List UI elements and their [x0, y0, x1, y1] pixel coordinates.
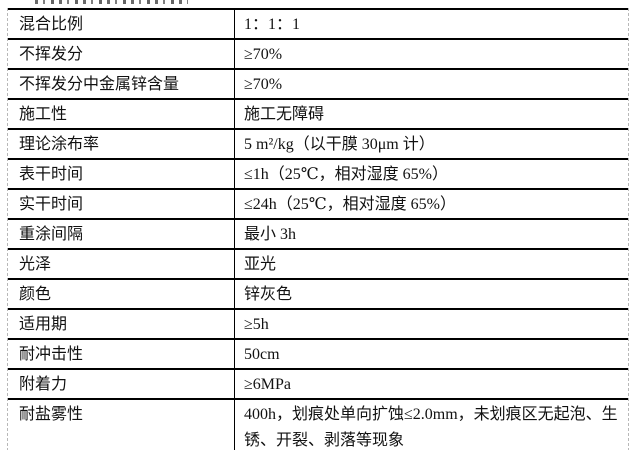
table-row: 适用期 ≥5h — [8, 308, 628, 339]
table-row: 理论涂布率 5 m²/kg（以干膜 30μm 计） — [8, 128, 628, 159]
property-value-cell: 5 m²/kg（以干膜 30μm 计） — [234, 128, 628, 159]
spec-table-body: 混合比例 1：1：1 不挥发分 ≥70% 不挥发分中金属锌含量 ≥70% 施工性 施工无障碍理… — [8, 8, 628, 450]
property-name-cell: 施工性 — [8, 98, 235, 129]
table-row: 混合比例 1：1：1 — [8, 8, 628, 39]
property-value-cell: 亚光 — [234, 248, 628, 279]
spec-table-container: 混合比例 1：1：1 不挥发分 ≥70% 不挥发分中金属锌含量 ≥70% 施工性 施工无障碍理… — [7, 8, 629, 450]
property-value-cell: ≤1h（25℃，相对湿度 65%） — [234, 158, 628, 189]
property-name-cell: 光泽 — [8, 248, 235, 279]
property-value-cell: ≥70% — [234, 38, 628, 69]
property-name-cell: 附着力 — [8, 368, 235, 399]
table-row: 重涂间隔 最小 3h — [8, 218, 628, 249]
table-row: 表干时间 ≤1h（25℃，相对湿度 65%） — [8, 158, 628, 189]
property-value-cell: ≥70% — [234, 68, 628, 99]
property-value-cell: 50cm — [234, 338, 628, 369]
table-row: 实干时间 ≤24h（25℃，相对湿度 65%） — [8, 188, 628, 219]
property-name-cell: 重涂间隔 — [8, 218, 235, 249]
property-value-cell: ≥5h — [234, 308, 628, 339]
table-row: 施工性 施工无障碍 — [8, 98, 628, 129]
property-name-cell: 实干时间 — [8, 188, 235, 219]
table-row: 光泽 亚光 — [8, 248, 628, 279]
property-name-cell: 适用期 — [8, 308, 235, 339]
property-value-cell: 锌灰色 — [234, 278, 628, 309]
property-value-cell: 1：1：1 — [234, 8, 628, 39]
spec-table: 混合比例 1：1：1 不挥发分 ≥70% 不挥发分中金属锌含量 ≥70% 施工性 施工无障碍理… — [8, 8, 628, 450]
property-name-cell: 理论涂布率 — [8, 128, 235, 159]
property-name-cell: 颜色 — [8, 278, 235, 309]
property-value-cell: ≤24h（25℃，相对湿度 65%） — [234, 188, 628, 219]
table-row: 不挥发分中金属锌含量 ≥70% — [8, 68, 628, 99]
table-row: 不挥发分 ≥70% — [8, 38, 628, 69]
cropped-text-fragment — [30, 0, 188, 4]
property-value-cell: 400h，划痕处单向扩蚀≤2.0mm，未划痕区无起泡、生锈、开裂、剥落等现象 — [234, 398, 628, 450]
property-name-cell: 混合比例 — [8, 8, 235, 39]
table-row: 耐盐雾性 400h，划痕处单向扩蚀≤2.0mm，未划痕区无起泡、生锈、开裂、剥落等… — [8, 398, 628, 450]
table-row: 耐冲击性 50cm — [8, 338, 628, 369]
table-row: 附着力 ≥6MPa — [8, 368, 628, 399]
property-value-cell: ≥6MPa — [234, 368, 628, 399]
property-value-cell: 施工无障碍 — [234, 98, 628, 129]
property-name-cell: 不挥发分中金属锌含量 — [8, 68, 235, 99]
property-name-cell: 耐盐雾性 — [8, 398, 235, 450]
property-value-cell: 最小 3h — [234, 218, 628, 249]
property-name-cell: 耐冲击性 — [8, 338, 235, 369]
property-name-cell: 表干时间 — [8, 158, 235, 189]
property-name-cell: 不挥发分 — [8, 38, 235, 69]
table-row: 颜色 锌灰色 — [8, 278, 628, 309]
